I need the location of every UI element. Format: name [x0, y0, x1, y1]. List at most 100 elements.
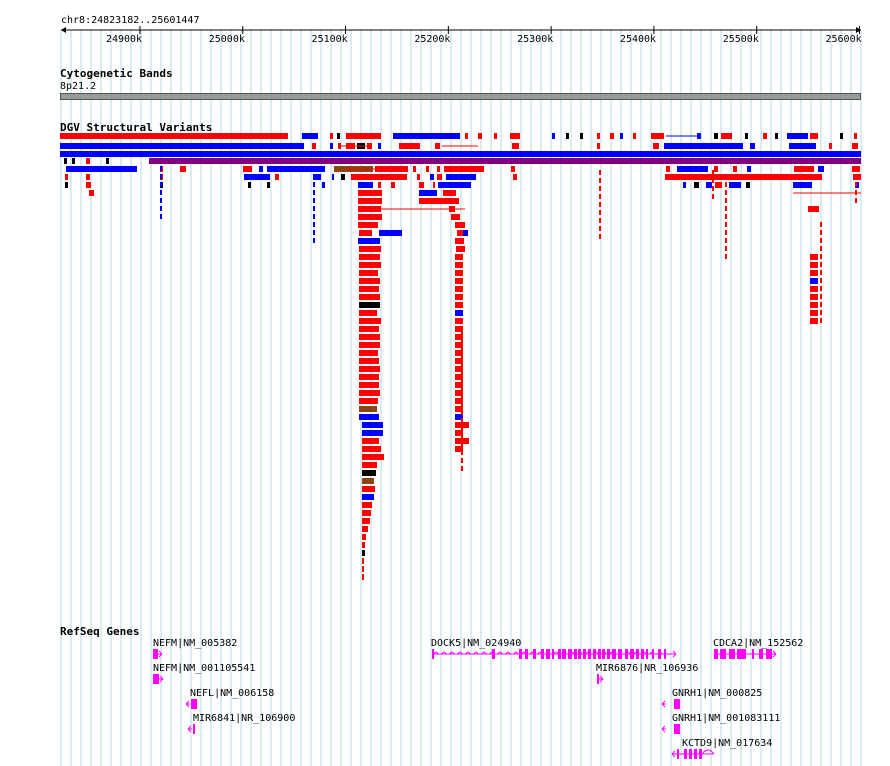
variant-block[interactable] [65, 174, 68, 180]
gene-intron-loop[interactable] [609, 651, 615, 655]
variant-block[interactable] [511, 166, 515, 172]
gene-intron-loop[interactable] [465, 651, 471, 655]
variant-block[interactable] [160, 190, 162, 195]
variant-block[interactable] [633, 133, 636, 139]
gene-exon[interactable] [618, 649, 622, 659]
variant-block[interactable] [664, 143, 743, 149]
variant-block[interactable] [60, 151, 861, 157]
gene-intron-loop[interactable] [545, 651, 551, 655]
variant-block[interactable] [651, 133, 664, 139]
variant-block[interactable] [341, 174, 345, 180]
strand-arrow[interactable] [661, 700, 666, 708]
variant-block[interactable] [60, 133, 288, 139]
variant-block[interactable] [457, 230, 464, 236]
variant-block[interactable] [818, 166, 824, 172]
gene-intron-loop[interactable] [585, 651, 591, 655]
variant-block[interactable] [706, 182, 712, 188]
variant-block[interactable] [358, 190, 382, 196]
variant-block[interactable] [810, 310, 818, 316]
variant-block[interactable] [840, 133, 843, 139]
variant-block[interactable] [443, 190, 456, 196]
variant-block[interactable] [378, 143, 381, 149]
variant-block[interactable] [694, 182, 699, 188]
variant-block[interactable] [725, 222, 727, 227]
variant-block[interactable] [620, 133, 623, 139]
gene-intron-loop[interactable] [641, 651, 647, 655]
variant-block[interactable] [358, 214, 382, 220]
variant-block[interactable] [712, 170, 714, 175]
variant-block[interactable] [829, 143, 832, 149]
gene-exon[interactable] [729, 649, 735, 659]
variant-block[interactable] [313, 238, 315, 243]
variant-block[interactable] [362, 446, 381, 452]
cytoband-bar[interactable] [60, 93, 861, 100]
variant-block[interactable] [666, 166, 670, 172]
variant-block[interactable] [810, 133, 818, 139]
variant-block[interactable] [455, 414, 463, 420]
variant-block[interactable] [362, 430, 383, 436]
gene-exon[interactable] [766, 649, 772, 659]
gene-exon[interactable] [720, 649, 726, 659]
variant-block[interactable] [160, 214, 162, 219]
variant-block[interactable] [455, 238, 464, 244]
variant-block[interactable] [725, 198, 727, 203]
gene-intron-loop[interactable] [561, 651, 567, 655]
variant-block[interactable] [455, 350, 463, 356]
variant-block[interactable] [437, 174, 442, 180]
gene-exon[interactable] [583, 649, 586, 659]
variant-block[interactable] [72, 158, 75, 164]
variant-block[interactable] [810, 254, 818, 260]
variant-block[interactable] [455, 222, 465, 228]
gene-intron-loop[interactable] [433, 651, 439, 655]
variant-block[interactable] [313, 198, 315, 203]
variant-block[interactable] [715, 182, 722, 188]
gene-intron-loop[interactable] [593, 651, 599, 655]
variant-block[interactable] [787, 133, 808, 139]
variant-block[interactable] [313, 206, 315, 211]
variant-block[interactable] [745, 133, 748, 139]
variant-block[interactable] [379, 230, 402, 236]
variant-block[interactable] [478, 133, 482, 139]
gene-label[interactable]: GNRH1|NM_001083111 [672, 713, 781, 724]
variant-block[interactable] [359, 286, 379, 292]
variant-block[interactable] [820, 262, 822, 267]
variant-block[interactable] [599, 234, 601, 239]
variant-block[interactable] [820, 302, 822, 307]
variant-block[interactable] [461, 442, 463, 447]
variant-block[interactable] [810, 270, 818, 276]
variant-block[interactable] [513, 174, 517, 180]
variant-block[interactable] [789, 143, 816, 149]
variant-block[interactable] [362, 478, 374, 484]
variant-block[interactable] [733, 166, 737, 172]
strand-arrow[interactable] [187, 725, 192, 733]
variant-block[interactable] [86, 158, 90, 164]
gene-exon[interactable] [646, 649, 648, 659]
gene-intron-loop[interactable] [497, 651, 503, 655]
strand-arrow[interactable] [671, 750, 676, 758]
variant-block[interactable] [793, 182, 812, 188]
gene-intron-loop[interactable] [441, 651, 447, 655]
gene-label[interactable]: DOCK5|NM_024940 [431, 638, 522, 649]
variant-block[interactable] [820, 318, 822, 323]
variant-block[interactable] [597, 143, 600, 149]
variant-block[interactable] [359, 366, 380, 372]
variant-block[interactable] [313, 182, 315, 187]
variant-block[interactable] [599, 210, 601, 215]
variant-block[interactable] [359, 414, 379, 420]
gene-exon[interactable] [191, 699, 197, 709]
variant-block[interactable] [810, 262, 818, 268]
variant-block[interactable] [455, 254, 463, 260]
variant-block[interactable] [725, 230, 727, 235]
gene-intron-loop[interactable] [657, 651, 663, 655]
gene-intron-loop[interactable] [577, 651, 583, 655]
variant-block[interactable] [438, 182, 471, 188]
variant-block[interactable] [599, 178, 601, 183]
variant-block[interactable] [362, 550, 365, 556]
strand-arrow[interactable] [772, 650, 777, 658]
variant-block[interactable] [461, 410, 463, 415]
gene-intron-loop[interactable] [569, 651, 575, 655]
gene-exon[interactable] [432, 649, 434, 659]
variant-block[interactable] [362, 526, 368, 532]
variant-block[interactable] [417, 174, 420, 180]
